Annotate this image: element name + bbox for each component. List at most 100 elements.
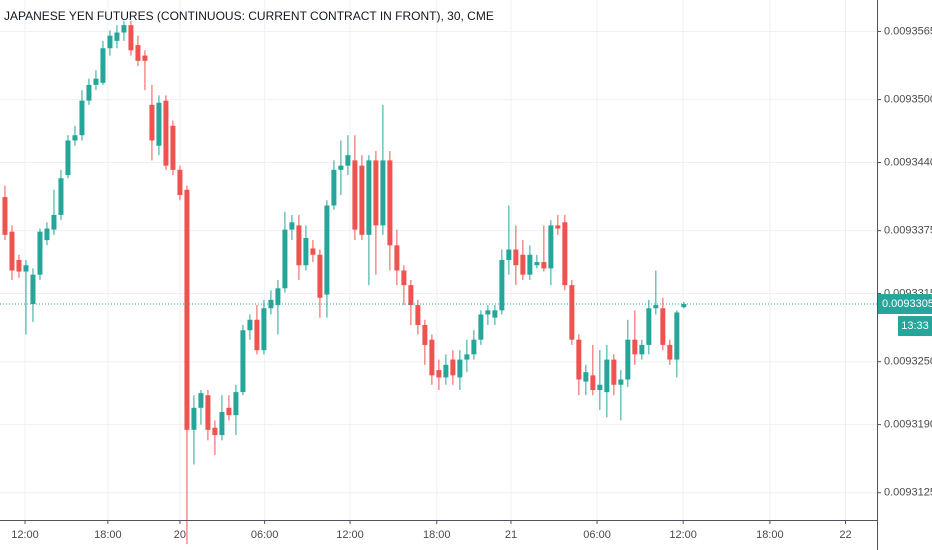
candle-body: [548, 225, 554, 269]
x-tick-label: 12:00: [11, 529, 39, 541]
candle-body: [604, 359, 610, 393]
candle-body: [289, 222, 295, 230]
candle-body: [51, 214, 57, 230]
candle-body: [58, 178, 64, 215]
candle-body: [415, 305, 421, 325]
candle-body: [23, 265, 29, 272]
y-tick-label: 0.0093440: [884, 156, 932, 168]
candle-body: [128, 25, 134, 51]
x-tick-label: 12:00: [669, 529, 697, 541]
candle-body: [296, 225, 302, 266]
candle-body: [142, 55, 148, 61]
candle-body: [478, 314, 484, 340]
candle-body: [464, 354, 470, 360]
candle-body: [345, 155, 351, 166]
candle-body: [408, 285, 414, 306]
candle-body: [576, 339, 582, 380]
countdown-label: 13:33: [901, 320, 929, 332]
candle-body: [436, 370, 442, 378]
candle-body: [331, 169, 337, 206]
countdown-box: [898, 316, 932, 337]
candle-body: [422, 325, 428, 345]
candle-body: [681, 304, 687, 308]
candle-body: [618, 379, 624, 385]
candle-body: [485, 310, 491, 315]
candle-body: [338, 165, 344, 170]
candle-body: [499, 260, 505, 311]
x-tick-label: 18:00: [423, 529, 451, 541]
y-tick-label: 0.0093250: [884, 356, 932, 368]
candle-body: [562, 222, 568, 286]
candle-body: [93, 78, 99, 85]
last-price-box: [878, 294, 932, 315]
candle-body: [261, 308, 267, 351]
candle-body: [72, 135, 78, 141]
candle-body: [401, 270, 407, 286]
candle-body: [170, 125, 176, 170]
candle-body: [639, 344, 645, 355]
candle-body: [86, 84, 92, 101]
candle-body: [37, 231, 43, 275]
candle-body: [541, 262, 547, 269]
candle-body: [667, 344, 673, 360]
candles: [0, 20, 877, 545]
candle-body: [233, 392, 239, 416]
candle-body: [527, 254, 533, 275]
y-tick-label: 0.0093190: [884, 419, 932, 431]
candle-body: [359, 165, 365, 235]
candle-body: [352, 160, 358, 230]
candle-body: [121, 25, 127, 33]
candle-body: [590, 375, 596, 390]
candle-body: [163, 100, 169, 166]
candle-body: [324, 205, 330, 295]
x-tick-label: 21: [505, 529, 517, 541]
candle-body: [583, 372, 589, 382]
x-tick-label: 12:00: [336, 529, 364, 541]
candle-body: [534, 262, 540, 266]
candle-body: [135, 45, 141, 61]
candle-body: [254, 319, 260, 351]
candle-body: [380, 160, 386, 226]
candle-body: [16, 260, 22, 272]
candle-body: [373, 160, 379, 226]
y-tick-label: 0.0093565: [884, 25, 932, 37]
candle-body: [9, 231, 15, 271]
candle-body: [212, 427, 218, 436]
grid: [0, 0, 877, 520]
candle-body: [597, 384, 603, 390]
candle-body: [2, 197, 8, 235]
candle-body: [205, 395, 211, 430]
candle-body: [79, 100, 85, 136]
candle-body: [107, 35, 113, 49]
y-tick-label: 0.0093500: [884, 94, 932, 106]
candle-body: [471, 339, 477, 355]
candle-body: [674, 312, 680, 360]
candle-body: [660, 308, 666, 345]
candle-body: [114, 32, 120, 41]
candle-body: [100, 48, 106, 83]
axis-labels: 0.00931250.00931900.00932500.00933150.00…: [11, 25, 932, 541]
x-tick-label: 18:00: [94, 529, 122, 541]
candle-body: [457, 359, 463, 378]
candle-body: [653, 305, 659, 309]
candle-body: [443, 364, 449, 378]
y-tick-label: 0.0093125: [884, 487, 932, 499]
candle-body: [394, 245, 400, 271]
candle-body: [317, 254, 323, 298]
candle-body: [303, 237, 309, 266]
candle-body: [219, 412, 225, 436]
candle-body: [177, 169, 183, 195]
candle-body: [569, 285, 575, 340]
last-price-label: 0.0093305: [882, 298, 932, 310]
candle-body: [646, 308, 652, 345]
x-tick-label: 18:00: [756, 529, 784, 541]
candle-body: [156, 102, 162, 146]
candle-body: [492, 310, 498, 318]
candle-body: [520, 254, 526, 275]
candle-body: [450, 359, 456, 376]
candle-body: [310, 248, 316, 255]
candle-body: [429, 339, 435, 376]
candle-body: [366, 160, 372, 235]
candle-body: [240, 330, 246, 393]
